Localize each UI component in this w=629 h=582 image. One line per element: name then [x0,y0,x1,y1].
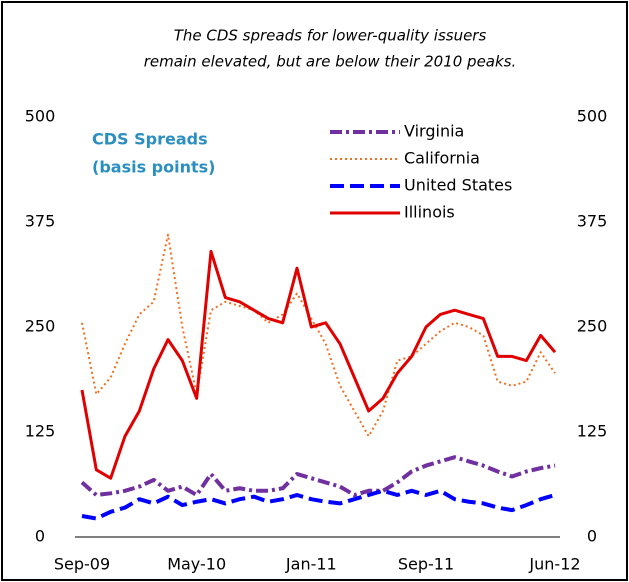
y-tick-label: 0 [35,527,45,546]
x-tick-label: May-10 [167,555,226,574]
y2-tick-label: 125 [577,422,608,441]
series-line [81,233,556,438]
legend-label: Virginia [404,122,464,141]
x-tick-label: Jan-11 [285,555,337,574]
legend-label: United States [404,176,512,195]
annotation: (basis points) [92,158,215,177]
x-tick-label: Sep-09 [54,555,110,574]
y2-tick-label: 500 [577,107,608,126]
y-tick-label: 375 [25,212,56,231]
chart-title: remain elevated, but are below their 201… [144,53,517,71]
x-tick-label: Sep-11 [398,555,454,574]
y2-tick-label: 0 [587,527,597,546]
chart-title: The CDS spreads for lower-quality issuer… [174,27,487,45]
y2-tick-label: 250 [577,317,608,336]
x-tick-label: Jun-12 [528,555,580,574]
y-tick-label: 250 [25,317,56,336]
series-line [81,488,556,521]
series-line [80,249,557,480]
annotation: CDS Spreads [92,130,208,149]
y-tick-label: 500 [25,107,56,126]
y2-tick-label: 375 [577,212,608,231]
y-tick-label: 125 [25,422,56,441]
legend-label: Illinois [404,203,455,222]
series-line [80,455,556,497]
legend-label: California [404,149,480,168]
